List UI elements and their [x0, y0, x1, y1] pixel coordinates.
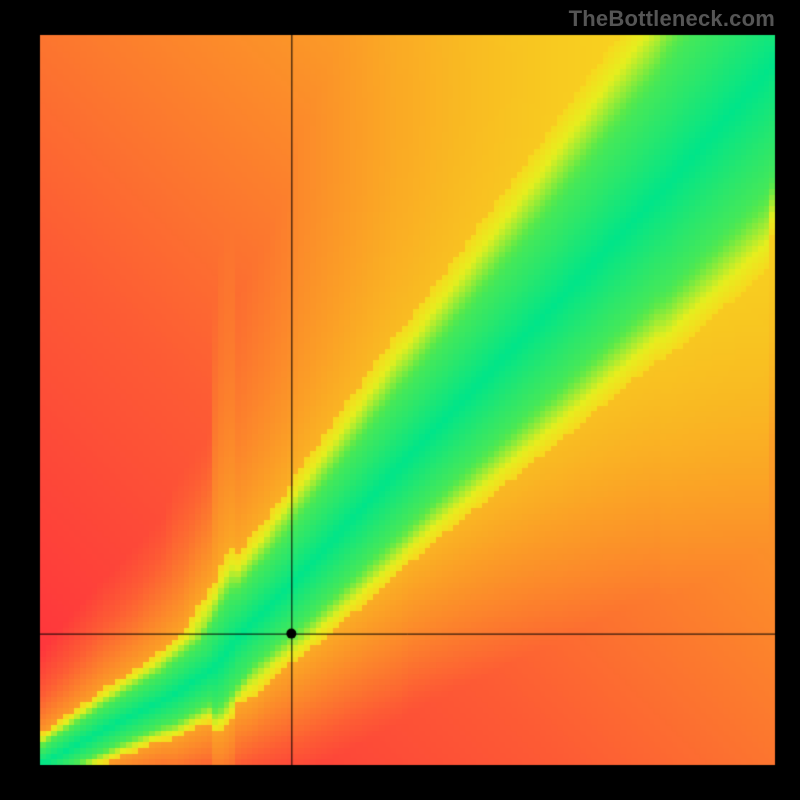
watermark-text: TheBottleneck.com	[569, 6, 775, 32]
heatmap-canvas	[0, 0, 800, 800]
chart-container: TheBottleneck.com	[0, 0, 800, 800]
